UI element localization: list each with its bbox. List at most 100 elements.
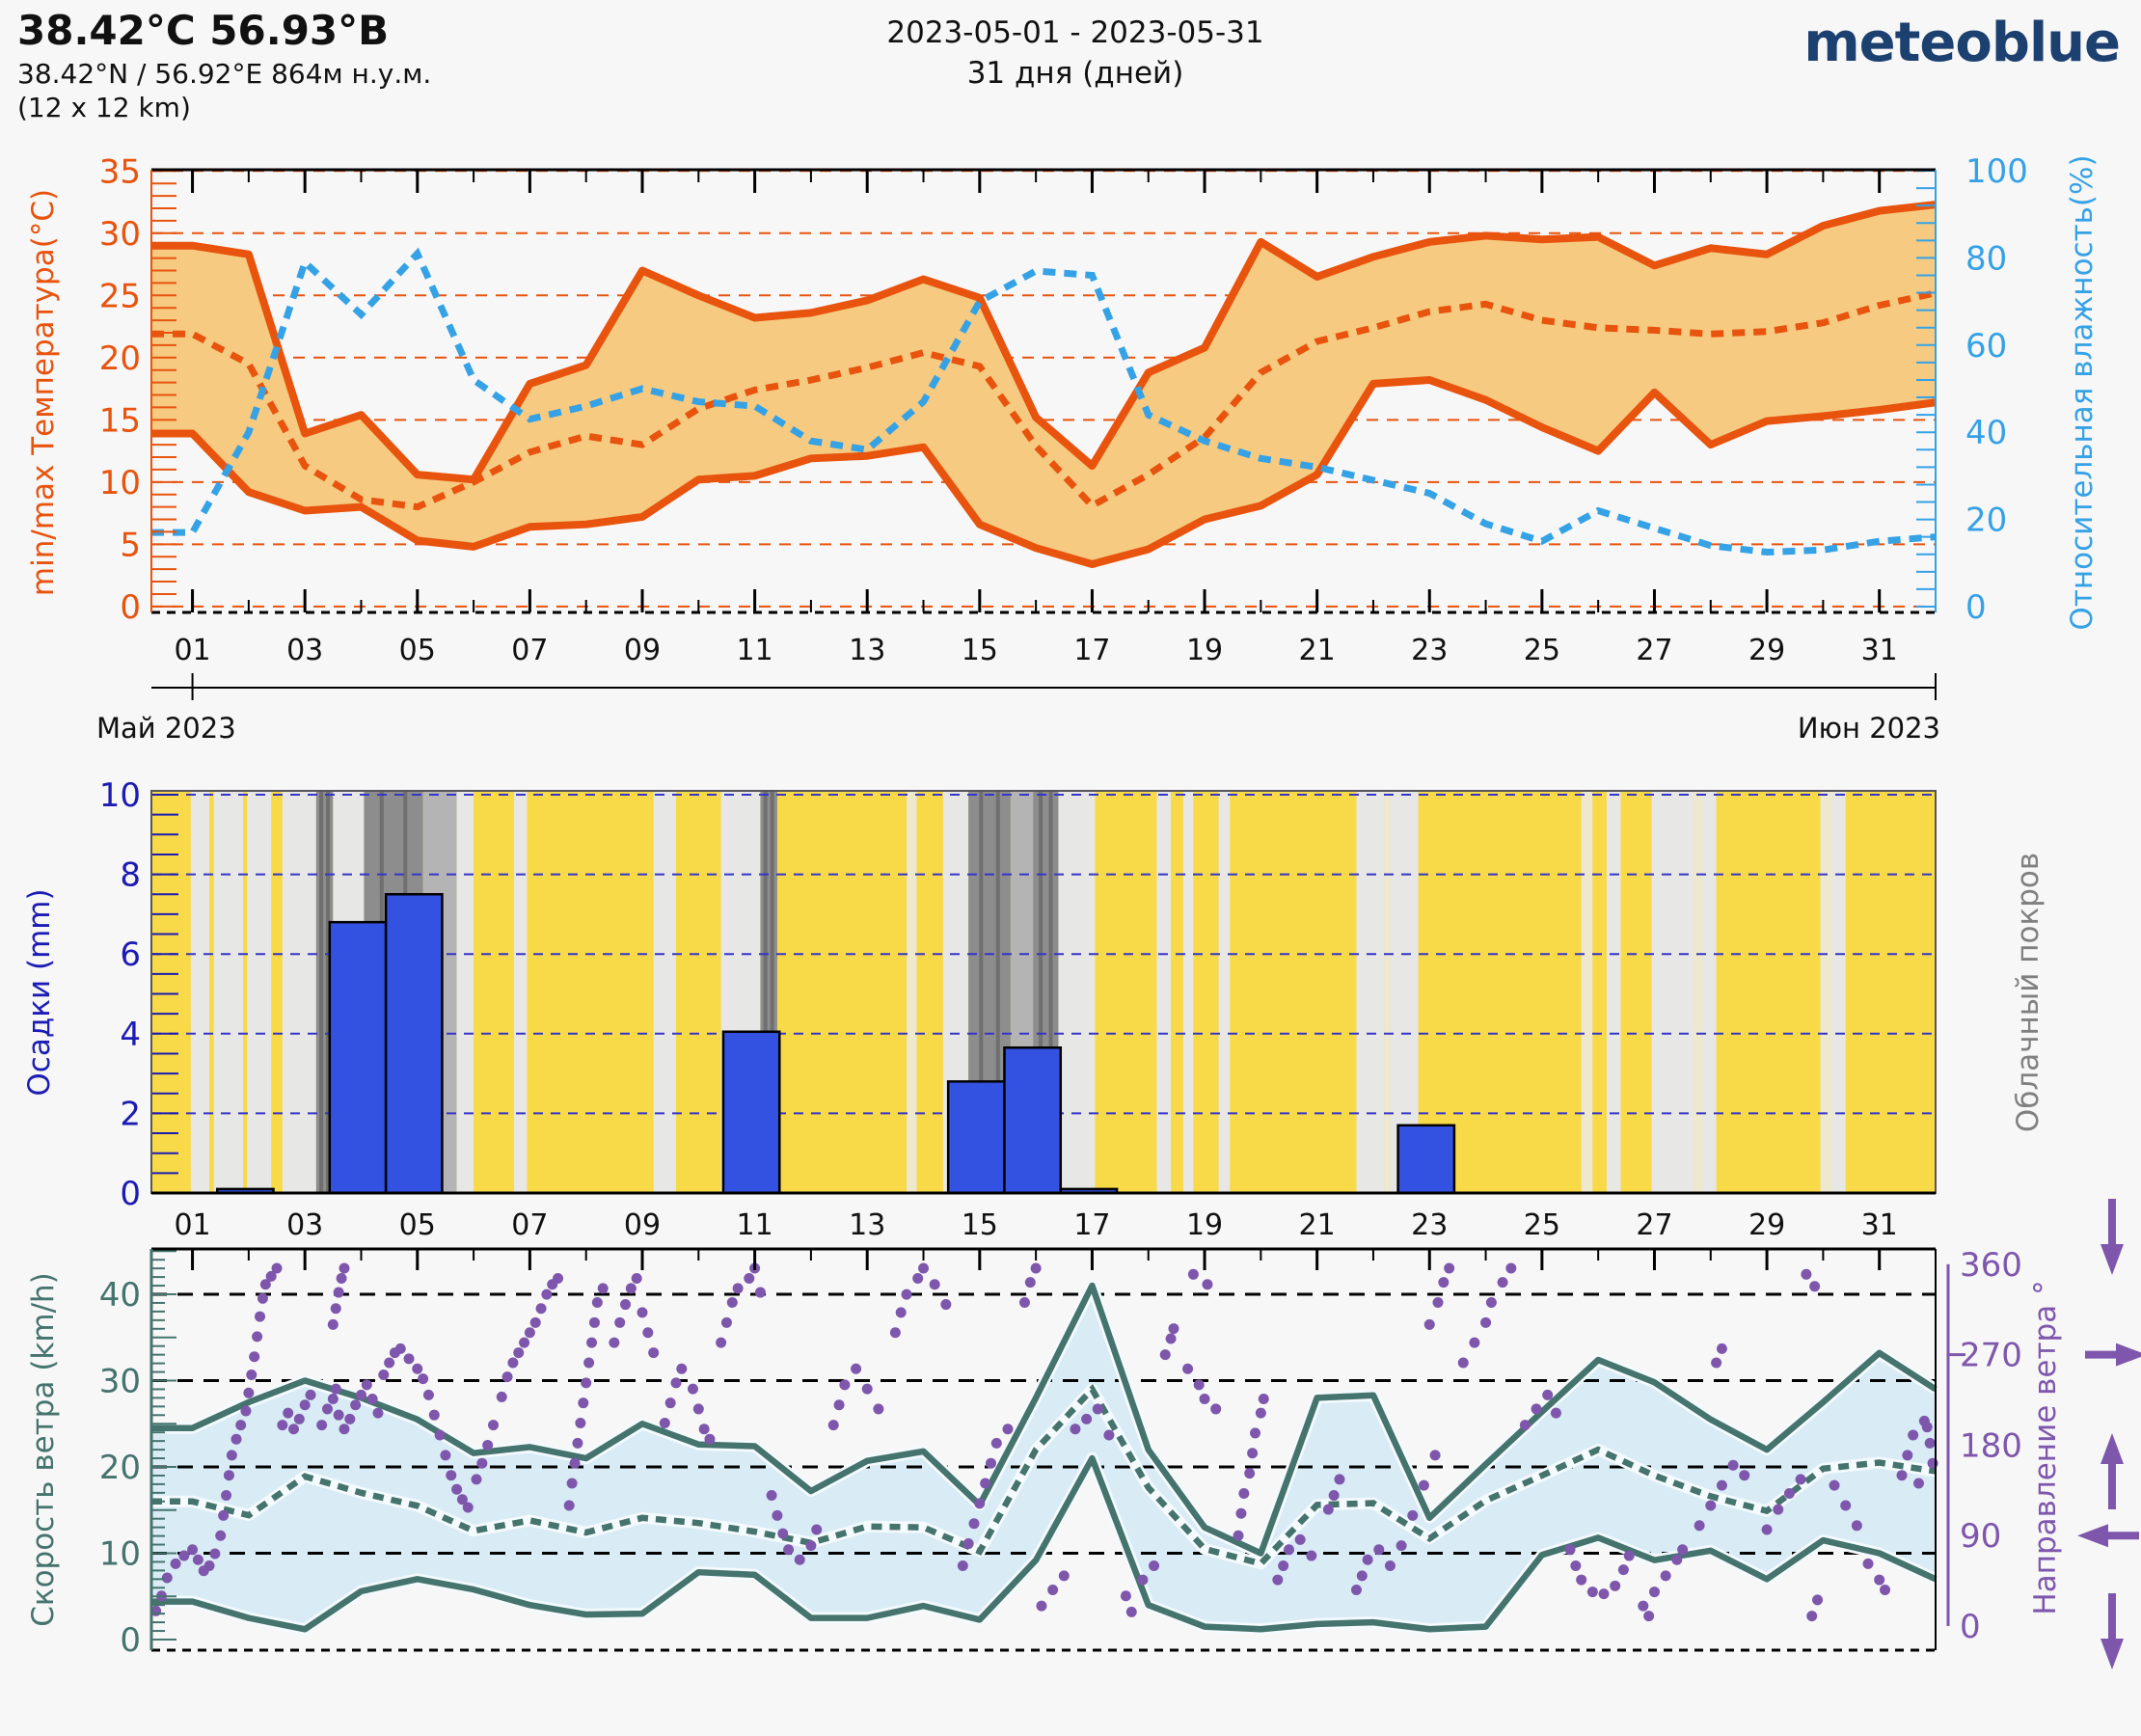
wind-direction-dot — [1334, 1474, 1345, 1485]
wind-direction-dot — [873, 1403, 884, 1415]
wind-direction-dot — [535, 1303, 547, 1315]
wind-direction-dot — [1648, 1587, 1660, 1598]
wind-direction-dot — [794, 1554, 805, 1565]
temp-tick-label: 20 — [99, 339, 141, 378]
wind-direction-dot — [1255, 1407, 1266, 1419]
wind-direction-dot — [316, 1420, 328, 1431]
day-label: 15 — [962, 634, 998, 667]
wind-direction-dot — [456, 1494, 468, 1505]
wind-direction-dot — [288, 1424, 300, 1435]
header-location: 38.42°С 56.93°В 38.42°N / 56.92°E 864м н… — [17, 7, 431, 123]
wind-direction-dot — [1125, 1606, 1137, 1617]
wind-direction-dot — [507, 1357, 519, 1369]
temp-tick-label: 0 — [120, 588, 141, 627]
day-label: 25 — [1524, 1208, 1560, 1242]
wind-direction-dot — [252, 1331, 263, 1343]
wind-direction-dot — [1716, 1343, 1727, 1354]
wind-direction-dot — [553, 1272, 564, 1284]
wind-direction-dot — [614, 1316, 626, 1328]
temp-tick-label: 30 — [99, 215, 141, 254]
wind-direction-dot — [1159, 1349, 1171, 1361]
temp-tick-label: 5 — [120, 526, 141, 564]
wind-direction-dot — [1617, 1564, 1629, 1576]
wind-direction-dot — [588, 1316, 600, 1328]
wind-direction-dot — [1570, 1560, 1582, 1571]
wind-direction-dot — [1671, 1554, 1683, 1565]
wind-direction-dot — [827, 1420, 839, 1431]
wind-direction-dot — [1444, 1262, 1455, 1274]
wind-direction-dot — [1058, 1570, 1070, 1582]
wind-direction-dot — [1047, 1584, 1059, 1595]
wind-direction-dot — [462, 1502, 474, 1513]
day-label: 07 — [511, 634, 548, 667]
wind-direction-dot — [403, 1353, 415, 1365]
precip-tick-label: 6 — [120, 936, 141, 974]
wind-direction-dot — [178, 1550, 190, 1561]
wind-direction-dot — [482, 1439, 494, 1451]
wind-direction-dot — [968, 1518, 980, 1530]
wind-direction-dot — [209, 1548, 221, 1560]
wind-direction-dot — [529, 1316, 541, 1328]
cloud-cover-segment — [1606, 791, 1621, 1193]
day-count-label: 31 дня (дней) — [966, 56, 1184, 91]
wind-direction-dot — [1081, 1413, 1093, 1424]
wind-direction-dot — [1423, 1318, 1435, 1330]
wind-direction-dot — [1120, 1590, 1131, 1602]
date-range-label: 2023-05-01 - 2023-05-31 — [886, 15, 1264, 50]
wind-direction-dot — [990, 1437, 1002, 1449]
wind-direction-dot — [777, 1528, 789, 1539]
day-label: 27 — [1636, 1208, 1672, 1242]
day-label: 03 — [286, 1208, 323, 1242]
wind-direction-dot — [339, 1424, 350, 1435]
precipitation-bar — [721, 1030, 781, 1195]
wind-direction-dot — [1244, 1468, 1256, 1479]
wind-direction-dot — [243, 1387, 255, 1398]
cloud-cover-segment — [1581, 791, 1593, 1193]
wind-direction-dot — [1638, 1600, 1649, 1612]
wind-max-line — [151, 1282, 1938, 1557]
precip-tick-label: 10 — [99, 776, 141, 815]
wind-direction-dot — [1795, 1474, 1806, 1485]
wind-direction-dot — [569, 1457, 581, 1469]
day-label: 01 — [174, 1208, 210, 1242]
wind-direction-dot — [670, 1377, 682, 1389]
direction-tick-label: 90 — [1960, 1517, 2001, 1556]
wind-direction-dot — [783, 1544, 795, 1556]
wind-direction-dot — [1783, 1487, 1795, 1499]
cloud-cover-segment — [1058, 791, 1096, 1193]
wind-direction-dot — [1137, 1574, 1149, 1586]
wind-direction-dot — [1238, 1487, 1250, 1499]
cloud-cover-segment — [213, 791, 244, 1193]
wind-direction-dot — [726, 1296, 738, 1308]
day-label: 03 — [286, 634, 323, 667]
month-label-left: Май 2023 — [96, 712, 236, 745]
day-label: 21 — [1299, 634, 1336, 667]
wind-direction-dot — [1862, 1558, 1874, 1569]
wind-direction-axis-title: Направление ветра ° — [2028, 1280, 2063, 1615]
wind-direction-dot — [1531, 1403, 1542, 1415]
wind-direction-dot — [1149, 1560, 1160, 1571]
wind-direction-dot — [716, 1337, 727, 1348]
wind-direction-dot — [1801, 1268, 1812, 1280]
day-label: 23 — [1411, 634, 1448, 667]
wind-direction-dot — [355, 1389, 366, 1400]
wind-direction-dot — [1469, 1337, 1480, 1348]
cloud-cover-segment — [282, 791, 316, 1193]
temperature-axis-title: min/max Температура(°C) — [26, 188, 61, 597]
cloud-cover-segment — [247, 791, 272, 1193]
wind-direction-dot — [1913, 1478, 1925, 1489]
wind-direction-dot — [271, 1262, 283, 1274]
direction-tick-label: 0 — [1960, 1608, 1981, 1646]
meteoblue-logo: meteoblue — [1803, 12, 2121, 74]
day-label: 31 — [1861, 1208, 1898, 1242]
wind-direction-dot — [321, 1403, 333, 1415]
wind-direction-dot — [422, 1389, 434, 1400]
wind-tick-label: 30 — [99, 1363, 141, 1401]
precip-tick-label: 2 — [120, 1095, 141, 1133]
wind-direction-dot — [1432, 1296, 1444, 1308]
wind-direction-dot — [974, 1498, 986, 1509]
wind-direction-dot — [1210, 1403, 1222, 1415]
wind-direction-dot — [851, 1363, 862, 1374]
temp-mean-line — [151, 289, 1937, 511]
wind-direction-dot — [330, 1303, 341, 1315]
